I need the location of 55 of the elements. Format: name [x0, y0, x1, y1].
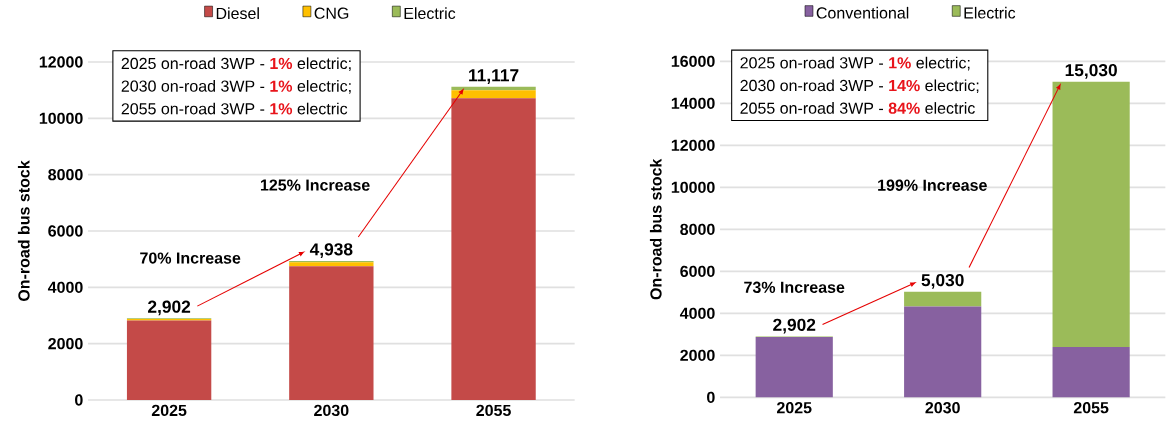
y-tick-label: 10000 — [671, 181, 715, 193]
total-label: 5,030 — [921, 273, 964, 289]
annotation: 2025 on-road 3WP - 1% electric; — [740, 56, 970, 71]
y-tick-label: 2000 — [680, 349, 715, 361]
bar — [451, 90, 536, 99]
y-tick-label: 14000 — [671, 97, 715, 109]
total-label: 2,902 — [773, 318, 816, 334]
bar — [289, 262, 374, 267]
total-label: 2,902 — [148, 300, 191, 316]
y-axis-title: On-road bus stock — [649, 158, 662, 300]
annotation: 70% Increase — [140, 252, 241, 264]
y-tick-label: 12000 — [671, 139, 715, 151]
annotation: 2025 on-road 3WP - 1% electric; — [121, 57, 351, 72]
legend-label: CNG — [314, 7, 349, 19]
y-tick-label: 10000 — [39, 112, 83, 124]
bar — [289, 266, 374, 400]
y-tick-label: 12000 — [39, 56, 83, 68]
annotation: 2055 on-road 3WP - 1% electric — [121, 102, 348, 115]
y-tick-label: 0 — [707, 391, 715, 403]
y-tick-label: 6000 — [48, 225, 83, 237]
bar — [904, 291, 982, 307]
x-tick-label: 2025 — [777, 402, 812, 414]
annotation: 73% Increase — [744, 281, 845, 293]
annotation: 2030 on-road 3WP - 14% electric; — [740, 79, 979, 94]
bar — [904, 306, 982, 398]
annotation: 2030 on-road 3WP - 1% electric; — [121, 80, 351, 94]
x-tick-label: 2030 — [314, 404, 349, 417]
y-tick-label: 16000 — [671, 55, 715, 67]
legend-label: Conventional — [816, 6, 909, 19]
bar — [126, 320, 212, 400]
y-tick-label: 8000 — [680, 223, 715, 235]
y-axis-title: On-road bus stock — [17, 160, 30, 302]
total-label: 15,030 — [1065, 63, 1117, 79]
x-tick-label: 2025 — [151, 404, 187, 417]
x-tick-label: 2055 — [1073, 402, 1109, 414]
y-tick-label: 4000 — [47, 281, 83, 293]
x-tick-label: 2030 — [925, 402, 960, 414]
x-tick-label: 2055 — [476, 404, 511, 417]
legend-label: Electric — [964, 6, 1016, 19]
y-tick-label: 0 — [75, 394, 83, 406]
annotation: 125% Increase — [260, 179, 370, 191]
legend-label: Diesel — [216, 7, 259, 20]
bar — [1052, 346, 1130, 398]
total-label: 4,938 — [309, 243, 353, 258]
y-tick-label: 4000 — [679, 307, 715, 319]
y-tick-label: 6000 — [680, 265, 715, 277]
y-tick-label: 2000 — [48, 338, 83, 350]
total-label: 11,117 — [469, 69, 519, 84]
legend-label: Electric — [404, 7, 456, 20]
y-tick-label: 8000 — [48, 169, 83, 181]
bar — [451, 98, 536, 400]
annotation: 2055 on-road 3WP - 84% electric — [740, 102, 975, 114]
bar — [1052, 81, 1130, 347]
bar — [755, 337, 833, 398]
annotation: 199% Increase — [878, 179, 987, 191]
